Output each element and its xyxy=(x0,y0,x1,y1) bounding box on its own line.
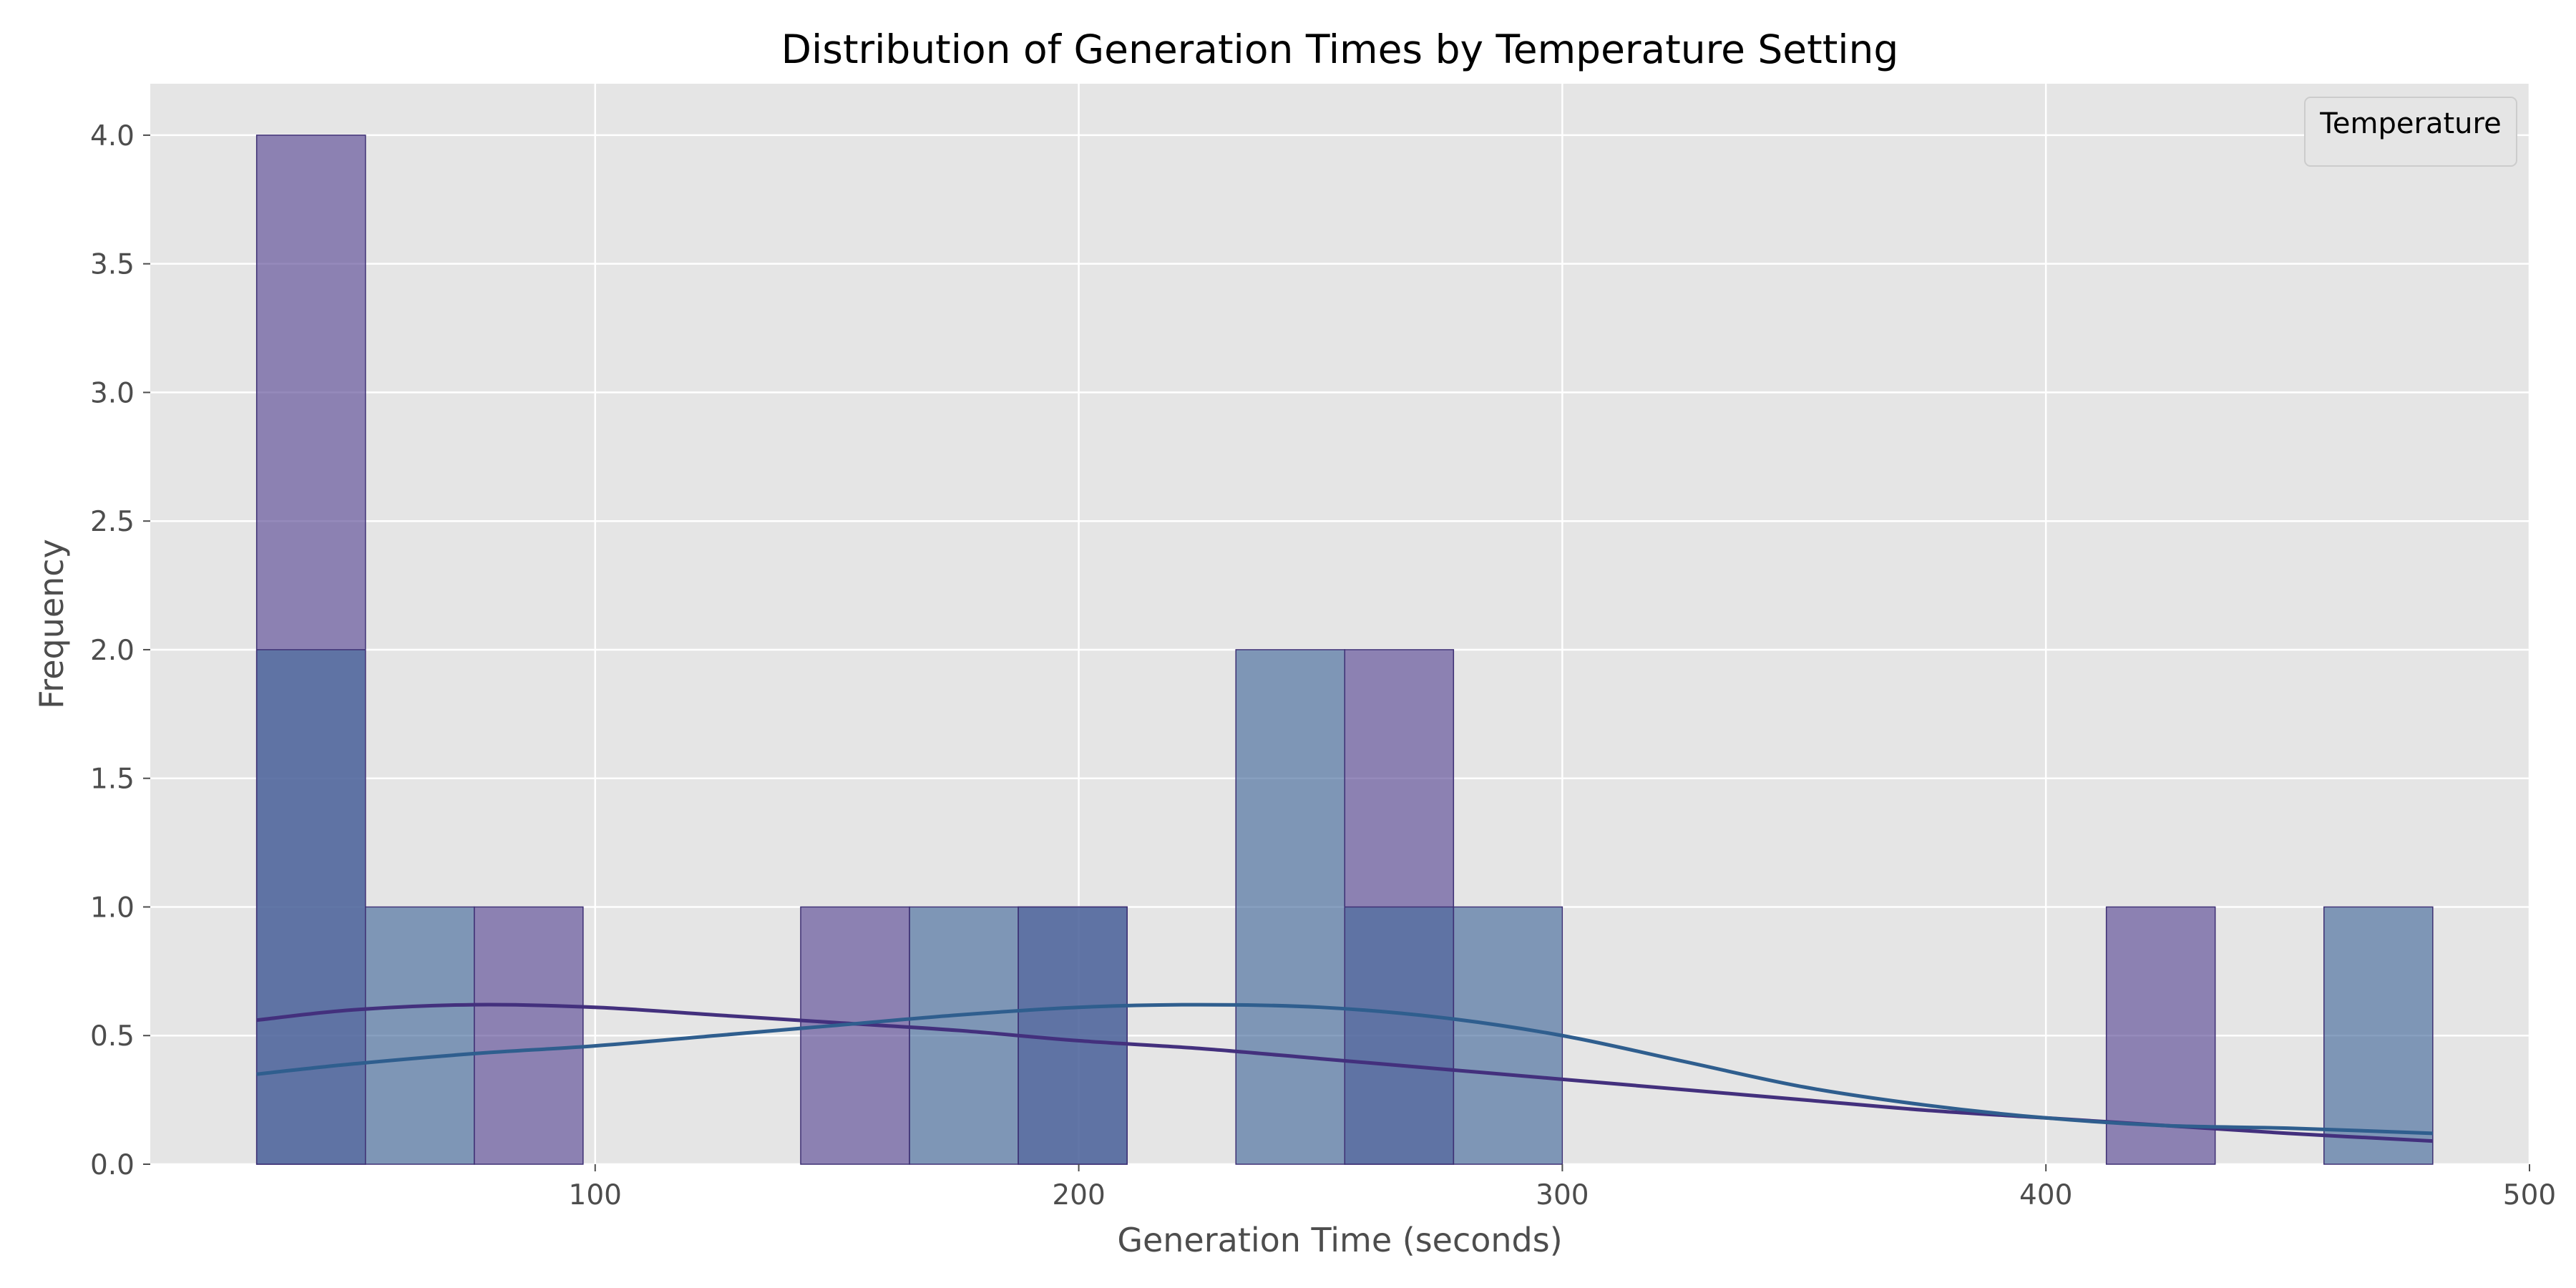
legend: Temperature xyxy=(2304,97,2517,167)
x-axis-ticks: 100 200 300 400 500 xyxy=(569,1164,2556,1211)
x-tick-label: 200 xyxy=(1052,1179,1105,1211)
x-tick-label: 100 xyxy=(569,1179,622,1211)
histogram-bar-series-1 xyxy=(474,906,584,1165)
y-tick-label: 3.5 xyxy=(90,249,135,281)
kde-curves xyxy=(256,1002,2433,1143)
x-axis-label: Generation Time (seconds) xyxy=(1117,1221,1562,1259)
y-tick-label: 4.0 xyxy=(90,120,135,152)
chart-title: Distribution of Generation Times by Temp… xyxy=(781,26,1899,72)
y-axis-ticks: 0.0 0.5 1.0 1.5 2.0 2.5 3.0 3.5 4.0 xyxy=(90,120,150,1181)
x-tick-label: 300 xyxy=(1536,1179,1589,1211)
histogram-bar-series-1 xyxy=(800,906,910,1165)
histogram-bar-series-1 xyxy=(2105,906,2216,1165)
x-tick-label: 400 xyxy=(2019,1179,2072,1211)
x-tick-label: 500 xyxy=(2503,1179,2556,1211)
y-tick-label: 1.0 xyxy=(90,892,135,924)
y-tick-label: 0.5 xyxy=(90,1020,135,1053)
y-tick-label: 0.0 xyxy=(90,1149,135,1181)
histogram-bar-series-2 xyxy=(255,649,366,1165)
legend-title: Temperature xyxy=(2319,107,2501,140)
kde-line-series-2 xyxy=(256,1002,2433,1136)
histogram-bar-series-2 xyxy=(1453,906,1563,1165)
histogram-bar-series-2 xyxy=(2323,906,2434,1165)
y-axis-label: Frequency xyxy=(32,539,71,709)
histogram-bar-series-2 xyxy=(364,906,475,1165)
legend-box xyxy=(2304,97,2517,167)
histogram-bar-series-2 xyxy=(1235,649,1346,1165)
y-tick-label: 3.0 xyxy=(90,377,135,409)
y-tick-label: 1.5 xyxy=(90,763,135,796)
histogram-bar-series-2 xyxy=(1344,906,1455,1165)
y-tick-label: 2.0 xyxy=(90,635,135,667)
y-tick-label: 2.5 xyxy=(90,506,135,538)
histogram-bars xyxy=(255,135,2434,1165)
